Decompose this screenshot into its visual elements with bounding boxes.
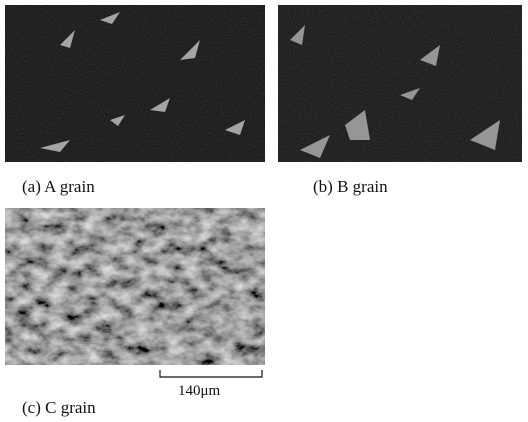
micrograph-c — [5, 208, 265, 365]
figure: (a) A grain (b) B grain 140μm (c) C grai… — [0, 0, 528, 422]
scale-bar-label: 140μm — [178, 383, 221, 399]
scale-bar — [160, 370, 262, 377]
micrograph-b — [278, 5, 522, 162]
caption: (a) A grain — [22, 177, 95, 196]
micrograph-a — [5, 5, 265, 162]
caption: (b) B grain — [313, 177, 388, 196]
caption: (c) C grain — [22, 398, 96, 417]
